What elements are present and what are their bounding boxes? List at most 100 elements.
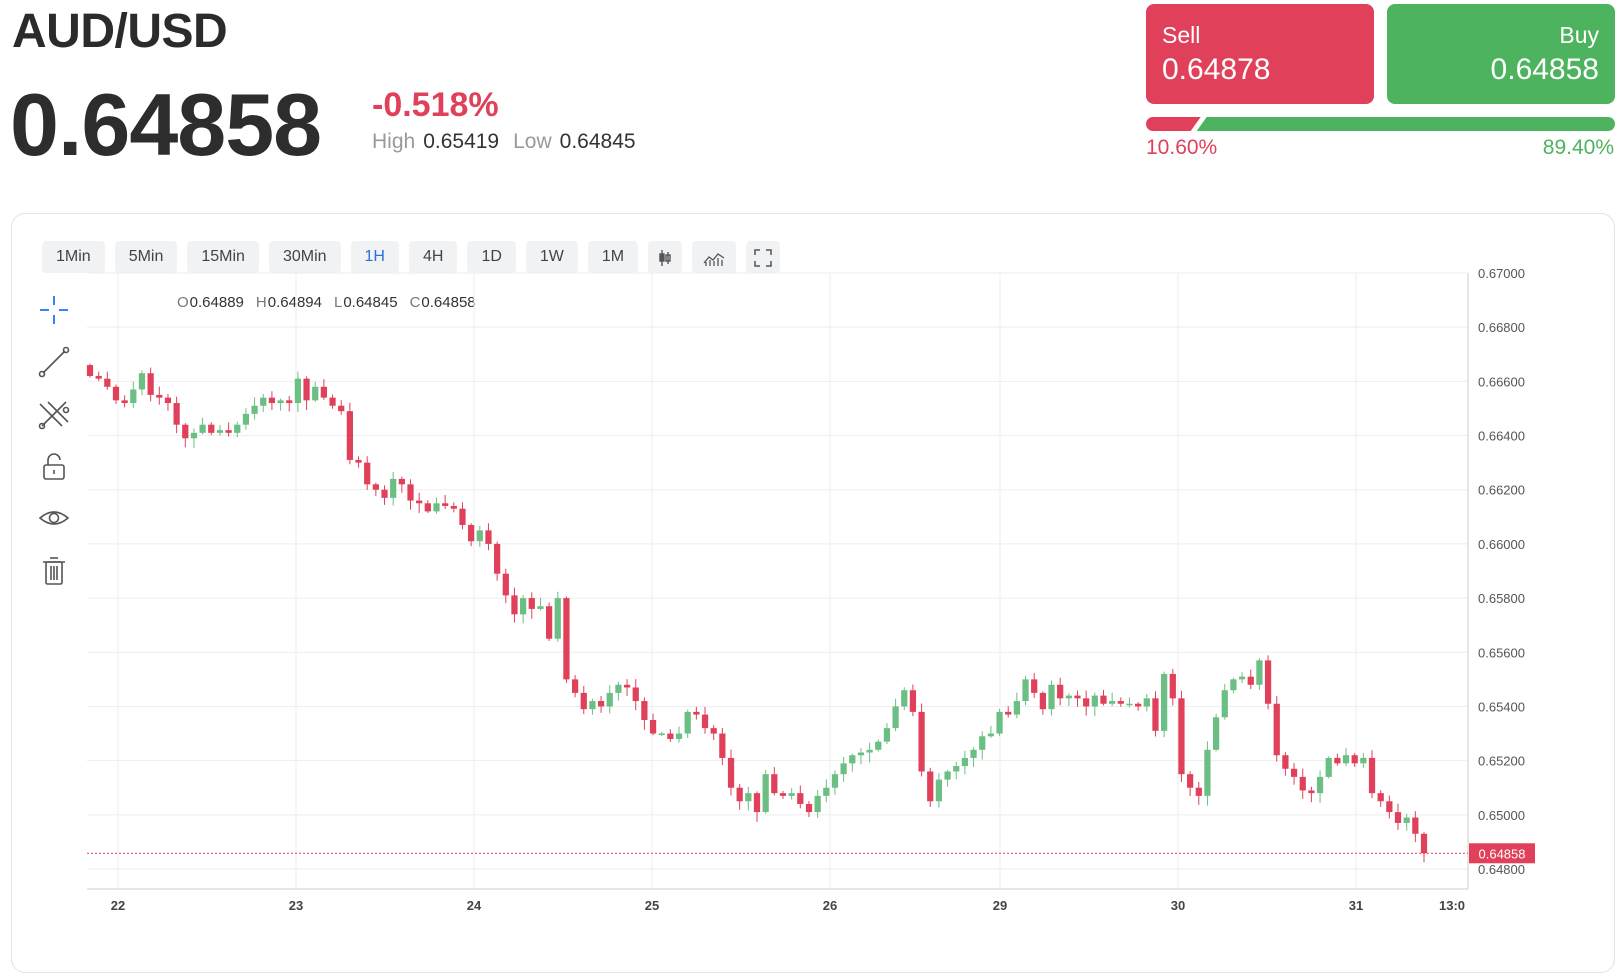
candle-body <box>1100 695 1107 704</box>
timeframe-1d[interactable]: 1D <box>467 241 516 273</box>
candle-body <box>121 400 128 404</box>
candlestick-icon[interactable] <box>648 241 683 273</box>
candle-body <box>1013 701 1020 715</box>
buy-button[interactable]: Buy 0.64858 <box>1387 4 1615 104</box>
candle-body <box>130 389 137 404</box>
candle-body <box>1186 774 1194 788</box>
candle-body <box>1342 755 1350 764</box>
candle-body <box>1360 757 1367 764</box>
candle-body <box>693 711 700 715</box>
candle-body <box>1273 703 1280 756</box>
candle-body <box>701 714 709 729</box>
candle-body <box>86 365 94 376</box>
y-tick-label: 0.65200 <box>1478 754 1525 769</box>
candle-body <box>944 771 951 780</box>
candle-body <box>1048 684 1055 710</box>
candle-body <box>1256 660 1263 685</box>
candle-body <box>623 684 631 688</box>
candle-body <box>173 403 180 425</box>
eye-icon[interactable] <box>36 500 72 536</box>
x-tick-label: 31 <box>1349 898 1363 913</box>
candle-body <box>649 720 657 734</box>
timeframe-5min[interactable]: 5Min <box>114 241 178 273</box>
crosshair-icon[interactable] <box>36 292 72 328</box>
candle-body <box>442 503 449 506</box>
timeframe-1m[interactable]: 1M <box>587 241 639 273</box>
candle-body <box>892 706 899 729</box>
candle-body <box>675 733 683 739</box>
sell-button[interactable]: Sell 0.64878 <box>1146 4 1374 104</box>
timeframe-1w[interactable]: 1W <box>525 241 578 273</box>
current-price: 0.64858 <box>10 75 322 174</box>
candle-body <box>450 505 457 509</box>
candle-body <box>1351 755 1358 764</box>
fib-tool-icon[interactable] <box>36 396 72 432</box>
ohlc-high: 0.64894 <box>267 294 322 311</box>
candle-body <box>935 779 943 802</box>
x-tick-label: 23 <box>289 898 303 913</box>
fullscreen-icon[interactable] <box>746 241 781 273</box>
ohlc-low-label: L <box>333 294 343 311</box>
timeframe-15min[interactable]: 15Min <box>187 241 259 273</box>
candle-body <box>961 757 969 767</box>
drawing-toolbar <box>36 292 72 604</box>
candle-body <box>112 386 120 401</box>
last-price-label: 0.64858 <box>1479 846 1526 861</box>
candle-body <box>667 733 674 739</box>
candle-body <box>1377 793 1384 802</box>
trash-icon[interactable] <box>36 552 72 588</box>
timeframe-1min[interactable]: 1Min <box>42 241 105 273</box>
candle-body <box>104 378 111 387</box>
y-tick-label: 0.65800 <box>1478 591 1525 606</box>
ohlc-low: 0.64845 <box>343 294 398 311</box>
timeframe-1h[interactable]: 1H <box>350 241 399 273</box>
timeframe-30min[interactable]: 30Min <box>268 241 341 273</box>
candle-body <box>459 508 466 525</box>
candle-body <box>364 462 371 485</box>
candle-body <box>355 459 362 463</box>
candle-body <box>1368 757 1376 794</box>
candle-body <box>182 424 189 439</box>
candle-body <box>225 430 232 433</box>
lock-icon[interactable] <box>36 448 72 484</box>
candle-body <box>433 503 440 512</box>
indicators-icon[interactable] <box>692 241 737 273</box>
candle-body <box>814 795 821 813</box>
candle-body <box>1308 790 1315 794</box>
candle-body <box>580 692 587 710</box>
candle-body <box>519 598 527 615</box>
chart-panel: 1Min 5Min 15Min 30Min 1H 4H 1D 1W 1M O0.64889 H0.… <box>11 213 1615 973</box>
last-price-badge <box>1469 843 1535 864</box>
timeframe-toolbar: 1Min 5Min 15Min 30Min 1H 4H 1D 1W 1M <box>42 241 781 273</box>
candle-body <box>1325 757 1332 777</box>
candle-body <box>1316 776 1324 794</box>
sell-price: 0.64878 <box>1162 53 1271 86</box>
buy-label: Buy <box>1559 22 1599 48</box>
candle-body <box>866 749 873 753</box>
x-tick-label: 29 <box>993 898 1007 913</box>
timeframe-4h[interactable]: 4H <box>408 241 458 273</box>
candle-body <box>164 397 172 404</box>
candle-body <box>753 793 761 813</box>
buy-percent: 89.40% <box>1542 136 1614 159</box>
candle-body <box>1394 812 1402 823</box>
candle-body <box>1083 698 1090 707</box>
candle-body <box>216 430 224 433</box>
sentiment-buy-fill <box>1196 117 1615 131</box>
trend-line-icon[interactable] <box>36 344 72 380</box>
candle-body <box>502 573 509 596</box>
ohlc-high-label: H <box>255 294 267 311</box>
ohlc-open-label: O <box>177 294 189 311</box>
low-value: 0.64845 <box>559 130 636 153</box>
candle-body <box>606 692 613 707</box>
candle-body <box>1031 679 1038 693</box>
y-tick-label: 0.66000 <box>1478 537 1525 552</box>
candle-body <box>424 503 431 512</box>
candle-body <box>745 793 752 802</box>
candle-body <box>381 489 388 498</box>
candle-body <box>545 606 553 639</box>
candle-body <box>312 386 319 401</box>
candle-body <box>251 405 258 414</box>
candle-body <box>260 397 267 406</box>
